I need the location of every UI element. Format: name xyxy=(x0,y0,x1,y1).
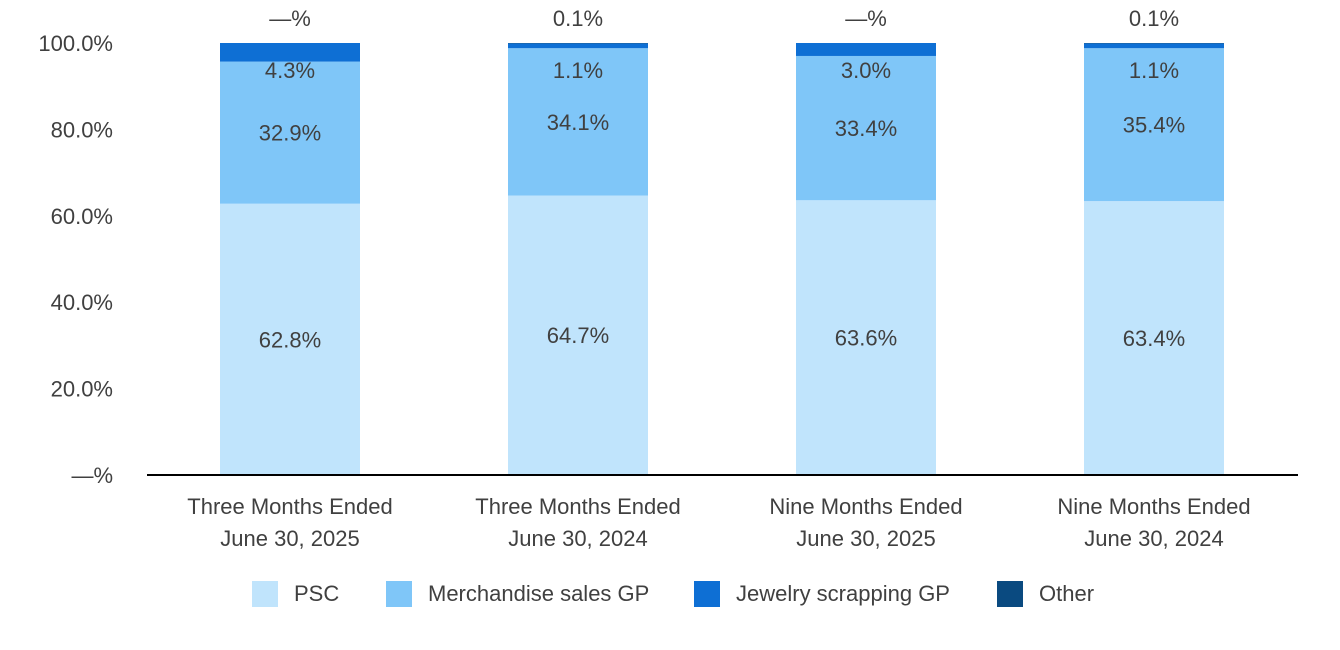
data-label-other: —% xyxy=(269,6,311,31)
y-axis-ticks: —% 20.0% 40.0% 60.0% 80.0% 100.0% xyxy=(38,31,113,488)
legend-label: Jewelry scrapping GP xyxy=(736,581,950,606)
legend-item-jewelry-scrapping-gp: Jewelry scrapping GP xyxy=(694,574,950,614)
bar-segment-psc xyxy=(508,195,648,475)
category-label-line2: June 30, 2024 xyxy=(1084,526,1223,551)
data-label-other: —% xyxy=(845,6,887,31)
data-label-merch: 32.9% xyxy=(259,121,321,146)
category-label-line2: June 30, 2025 xyxy=(220,526,359,551)
y-tick-label: 40.0% xyxy=(51,290,113,315)
data-label-merch: 33.4% xyxy=(835,116,897,141)
data-label-other: 0.1% xyxy=(1129,6,1179,31)
category-label-line1: Nine Months Ended xyxy=(1057,494,1250,519)
y-tick-label: 100.0% xyxy=(38,31,113,56)
legend-label: Merchandise sales GP xyxy=(428,581,650,606)
x-axis-category-labels: Three Months Ended June 30, 2025 Three M… xyxy=(187,494,1250,551)
bar-segment-jewelry-scrapping-gp xyxy=(220,43,360,62)
data-label-merch: 35.4% xyxy=(1123,113,1185,138)
category-label-line2: June 30, 2024 xyxy=(508,526,647,551)
bar-segment-merchandise-sales-gp xyxy=(508,48,648,196)
category-label-line2: June 30, 2025 xyxy=(796,526,935,551)
category-label-line1: Three Months Ended xyxy=(187,494,392,519)
bar-segment-merchandise-sales-gp xyxy=(796,55,936,201)
legend-item-other: Other xyxy=(997,574,1094,614)
stacked-bar-chart: —% 20.0% 40.0% 60.0% 80.0% 100.0% 62.8% … xyxy=(38,6,1298,551)
bar-segment-merchandise-sales-gp xyxy=(220,61,360,204)
data-label-jewelry: 1.1% xyxy=(553,58,603,83)
data-label-jewelry: 1.1% xyxy=(1129,58,1179,83)
chart-legend: PSC Merchandise sales GP Jewelry scrappi… xyxy=(0,574,1340,614)
category-label-line1: Nine Months Ended xyxy=(769,494,962,519)
data-label-merch: 34.1% xyxy=(547,110,609,135)
category-label-line1: Three Months Ended xyxy=(475,494,680,519)
bar-segment-psc xyxy=(796,200,936,476)
data-labels: 62.8% 64.7% 63.6% 63.4% 32.9% 34.1% 33.4… xyxy=(259,6,1185,352)
bar-segment-merchandise-sales-gp xyxy=(1084,48,1224,202)
bar-segment-jewelry-scrapping-gp xyxy=(1084,43,1224,49)
legend-swatch xyxy=(386,581,412,607)
data-label-psc: 62.8% xyxy=(259,327,321,352)
data-label-psc: 63.6% xyxy=(835,326,897,351)
y-tick-label: —% xyxy=(71,463,113,488)
y-tick-label: 60.0% xyxy=(51,204,113,229)
legend-item-psc: PSC xyxy=(252,574,339,614)
legend-swatch xyxy=(997,581,1023,607)
data-label-psc: 64.7% xyxy=(547,323,609,348)
y-tick-label: 80.0% xyxy=(51,117,113,142)
bar-segments xyxy=(220,43,1224,476)
legend-label: PSC xyxy=(294,581,340,606)
legend-swatch xyxy=(694,581,720,607)
data-label-jewelry: 3.0% xyxy=(841,58,891,83)
legend-swatch xyxy=(252,581,278,607)
bar-segment-jewelry-scrapping-gp xyxy=(508,43,648,49)
data-label-other: 0.1% xyxy=(553,6,603,31)
legend-label: Other xyxy=(1039,581,1095,606)
y-tick-label: 20.0% xyxy=(51,377,113,402)
bar-segment-jewelry-scrapping-gp xyxy=(796,43,936,56)
legend-item-merchandise-sales-gp: Merchandise sales GP xyxy=(386,574,649,614)
data-label-jewelry: 4.3% xyxy=(265,58,315,83)
bar-segment-psc xyxy=(220,203,360,476)
bar-segment-psc xyxy=(1084,201,1224,475)
data-label-psc: 63.4% xyxy=(1123,326,1185,351)
